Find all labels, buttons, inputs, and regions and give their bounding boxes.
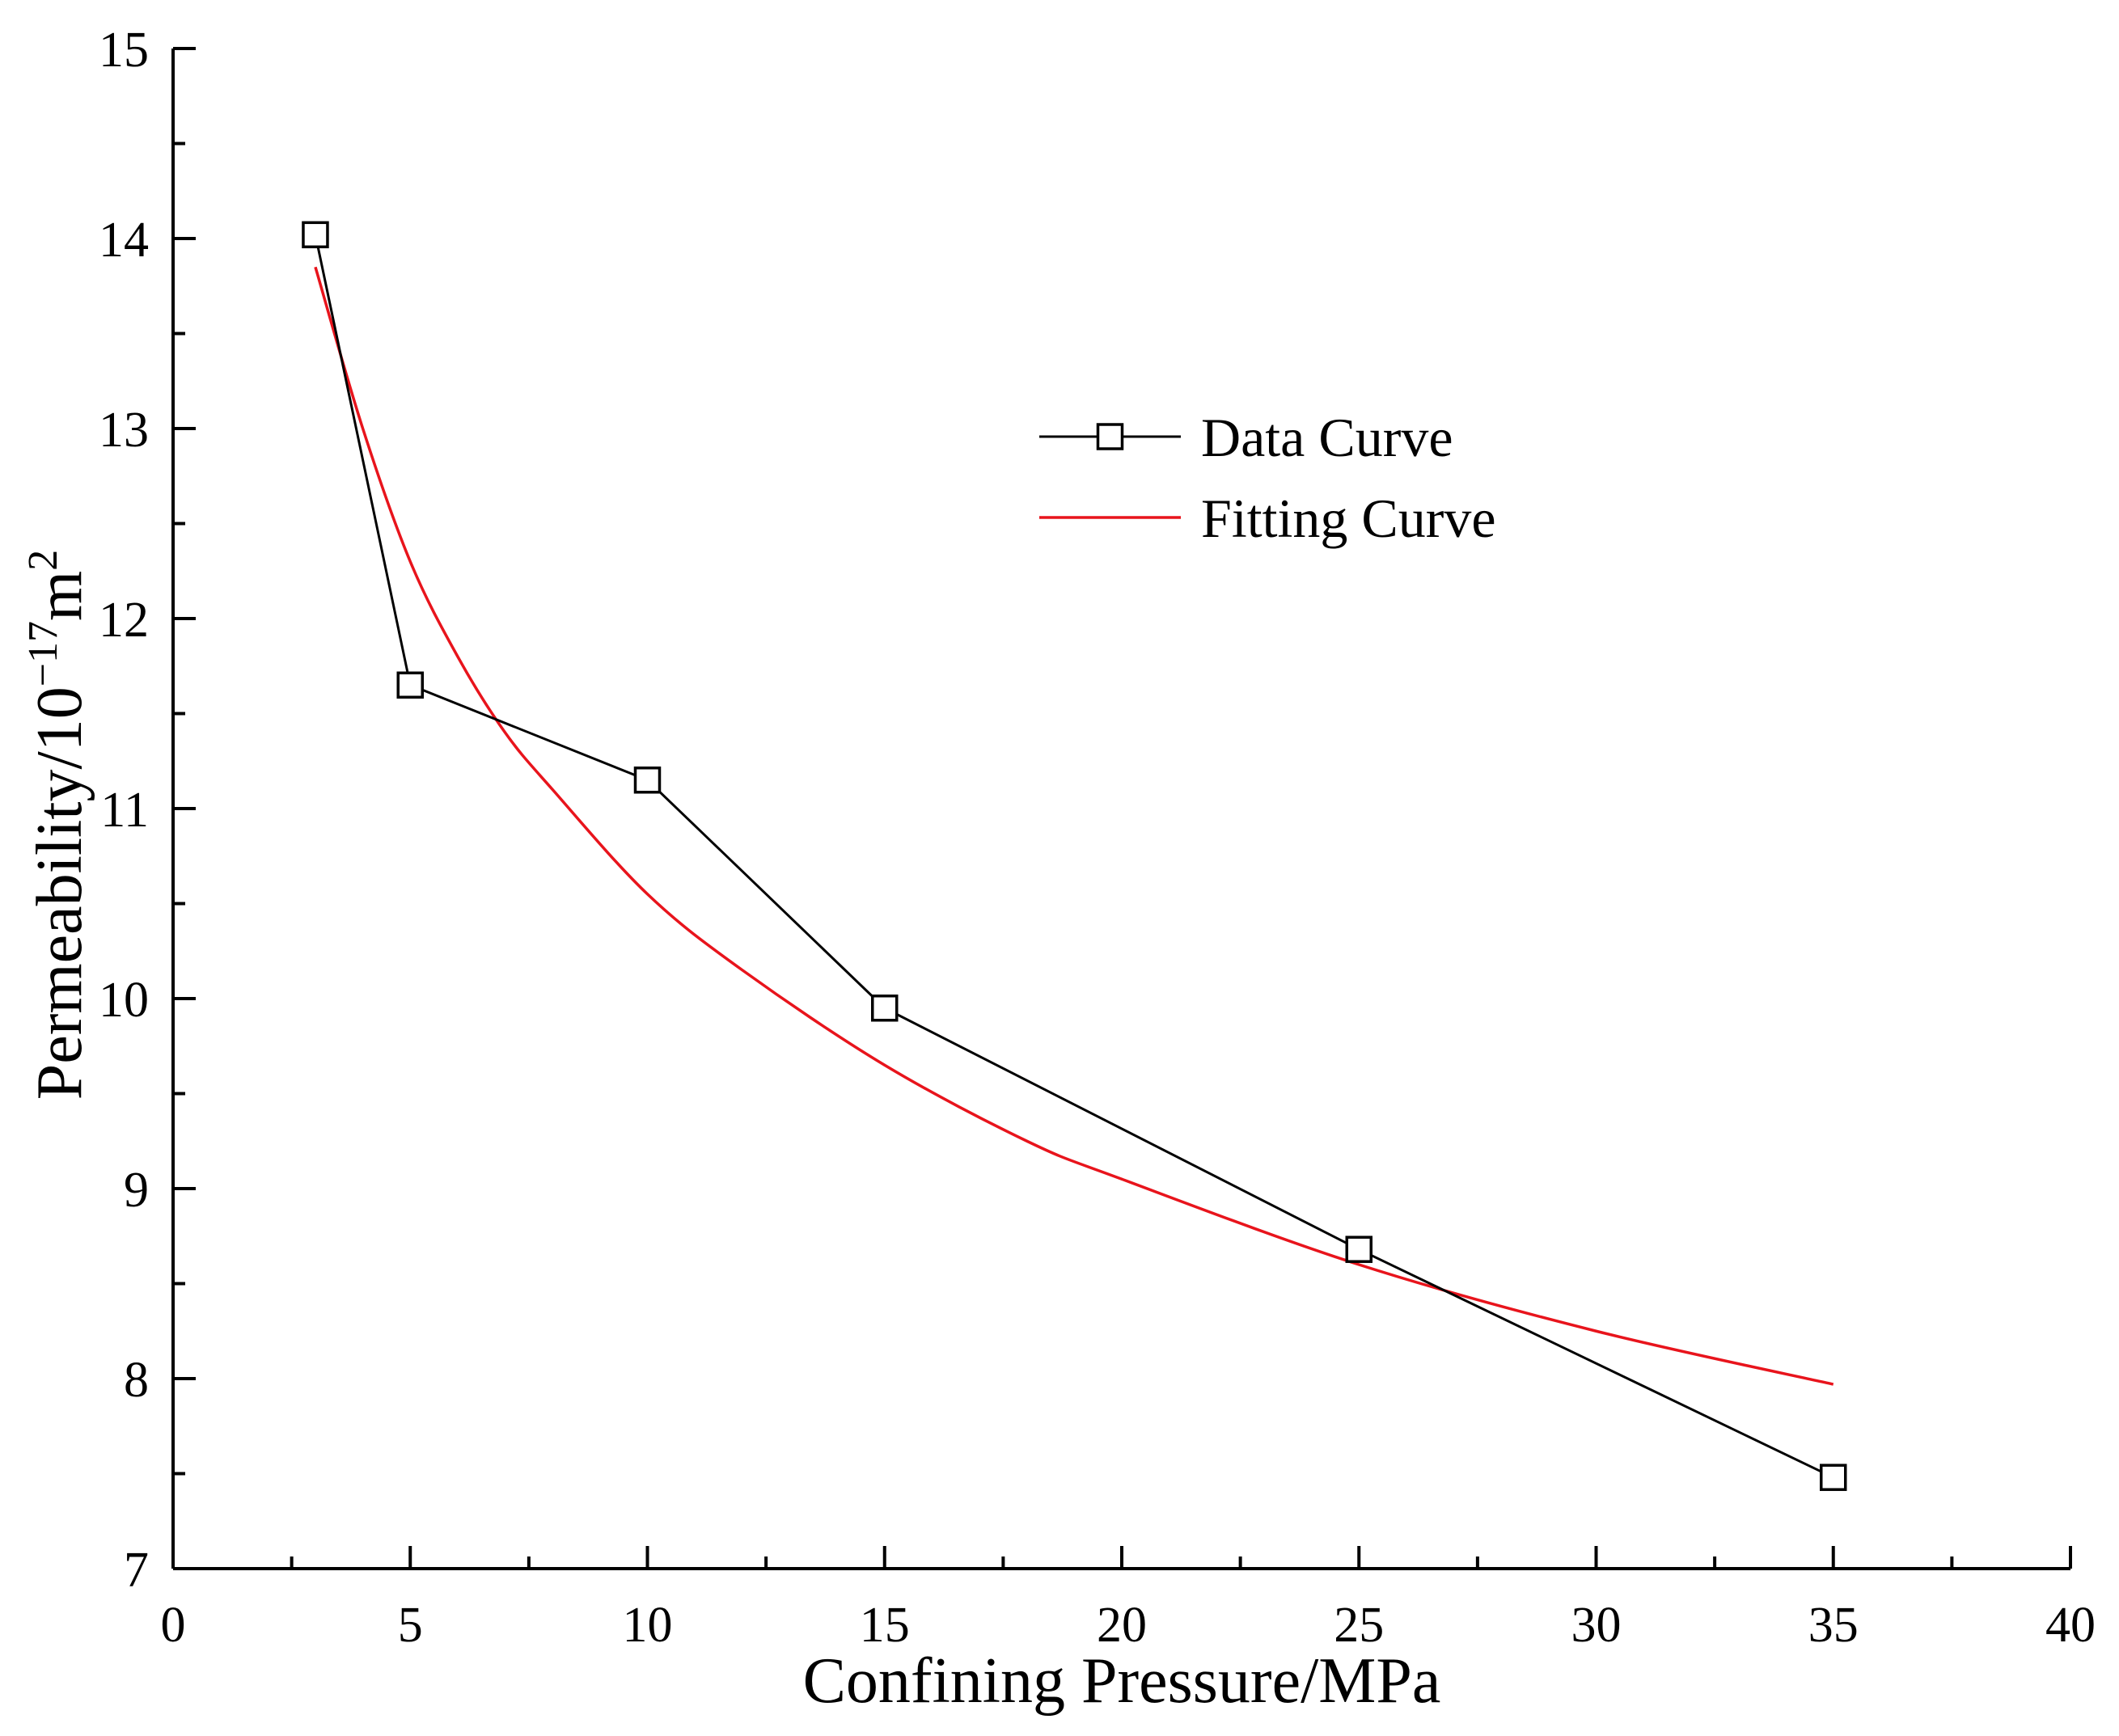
data-curve-line (314, 234, 1834, 1479)
x-tick-label: 30 (1571, 1598, 1622, 1653)
y-tick-label: 7 (124, 1543, 149, 1598)
y-tick-label: 11 (100, 783, 149, 838)
data-point-marker (1820, 1464, 1847, 1491)
y-tick-label: 15 (99, 23, 149, 78)
legend-data-curve-marker (1096, 423, 1124, 450)
legend-fitting-curve-label: Fitting Curve (1201, 488, 1496, 549)
y-tick-label: 13 (99, 403, 149, 458)
data-point-marker (1345, 1235, 1372, 1263)
x-tick-label: 25 (1334, 1598, 1384, 1653)
x-tick-label: 5 (398, 1598, 423, 1653)
legend-data-curve-label: Data Curve (1201, 407, 1453, 468)
y-axis-title-unit-exponent: 2 (20, 550, 66, 571)
y-axis-title-unit: m (24, 571, 95, 621)
x-axis-title: Confining Pressure/MPa (803, 1645, 1441, 1717)
x-tick-label: 20 (1097, 1598, 1147, 1653)
x-tick-label: 35 (1808, 1598, 1859, 1653)
fitting-curve-line (314, 266, 1834, 1386)
legend: Data Curve Fitting Curve (1039, 407, 1496, 549)
y-axis-title-exponent: −17 (20, 621, 66, 686)
y-tick-label: 8 (124, 1353, 149, 1408)
data-point-marker (396, 671, 424, 699)
axes-group: 0 5 10 15 20 25 30 35 40 7 8 9 10 11 12 13 14 15 (99, 23, 2096, 1653)
data-point-marker (302, 221, 329, 249)
data-point-marker (633, 767, 662, 794)
x-tick-label: 40 (2045, 1598, 2096, 1653)
x-tick-label: 10 (623, 1598, 673, 1653)
y-tick-label: 14 (99, 213, 149, 268)
series-group (302, 221, 1847, 1491)
x-tick-label: 0 (161, 1598, 186, 1653)
y-tick-label: 9 (124, 1163, 149, 1218)
y-tick-label: 10 (99, 973, 149, 1028)
x-tick-label: 15 (860, 1598, 910, 1653)
y-axis-title-base: Permeability/10 (24, 686, 95, 1100)
data-point-marker (871, 995, 899, 1022)
y-axis-title: Permeability/10−17m2 (20, 550, 95, 1100)
y-tick-label: 12 (99, 593, 149, 648)
